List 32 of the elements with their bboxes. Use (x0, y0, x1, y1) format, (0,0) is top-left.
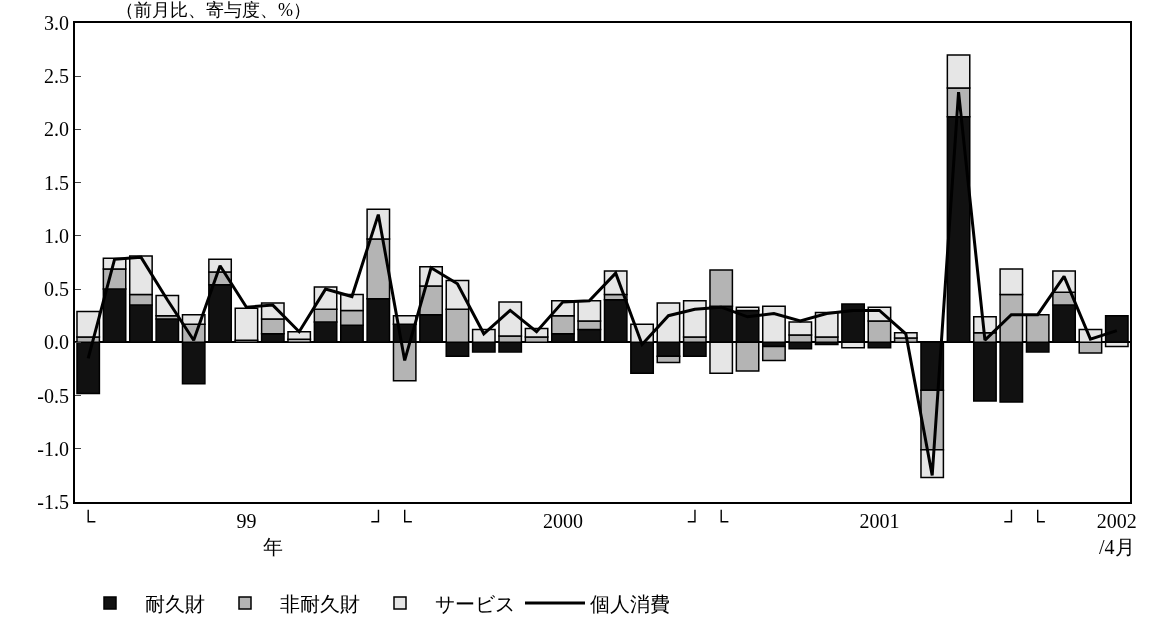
y-tick-label: 3.0 (44, 12, 69, 34)
bar (287, 330, 312, 340)
bar (234, 307, 259, 341)
x-tick-label: ┘ (1004, 509, 1019, 532)
chart-title: （前月比、寄与度、%） (116, 0, 311, 20)
y-tick-label: 0.0 (44, 331, 69, 354)
x-tick-label: └ (714, 509, 730, 532)
x-tick-label: 2000 (542, 510, 583, 532)
x-tick-label: 年 (262, 536, 283, 558)
x-tick-label: 2001 (859, 510, 900, 532)
y-tick-label: 1.5 (44, 171, 69, 194)
y-tick-label: 2.5 (44, 65, 69, 88)
x-tick-label: └ (1030, 509, 1046, 532)
x-tick-label: └ (397, 509, 413, 532)
y-tick-label: 2.0 (44, 118, 69, 141)
legend-label: 個人消費 (590, 592, 670, 615)
y-tick-label: -1.5 (37, 491, 69, 513)
y-tick-label: 0.5 (44, 278, 69, 301)
x-tick-label: ┘ (371, 509, 386, 532)
bar (498, 341, 523, 353)
x-tick-label: ┘ (687, 509, 702, 532)
x-tick-label: └ (81, 509, 97, 532)
legend-label: 非耐久財 (280, 592, 360, 615)
bar (682, 341, 707, 357)
x-tick-label: 99 (236, 510, 257, 532)
x-tick-label: 2002 /4月 (1096, 510, 1137, 558)
legend-label: サービス (435, 592, 515, 615)
y-tick-label: -0.5 (37, 384, 69, 407)
y-tick-label: 1.0 (44, 224, 69, 247)
legend-label: 耐久財 (145, 592, 205, 615)
bar (761, 345, 786, 362)
y-tick-label: -1.0 (37, 437, 69, 460)
